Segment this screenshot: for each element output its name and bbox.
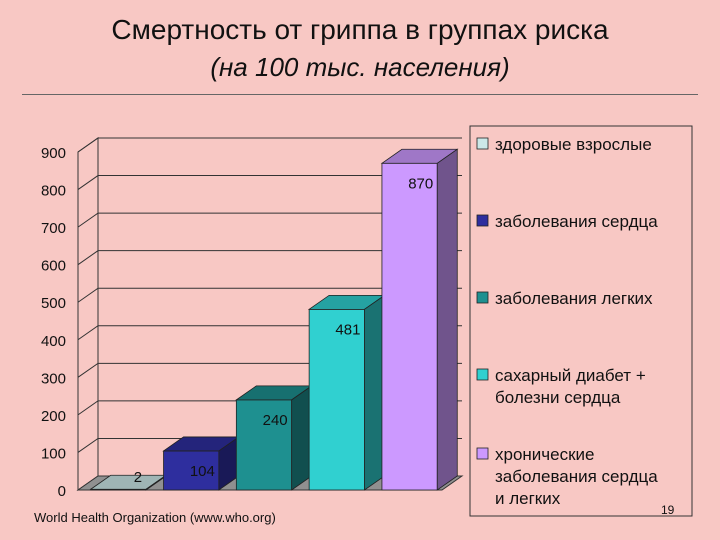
bar-side	[436, 148, 458, 491]
y-tick-label: 800	[41, 183, 66, 200]
data-label: 104	[190, 463, 215, 480]
legend-box	[469, 125, 693, 517]
bar-front	[235, 399, 293, 491]
data-label: 481	[335, 321, 360, 338]
y-tick-label: 500	[41, 295, 66, 312]
legend-item: сахарный диабет + болезни сердца	[476, 366, 646, 407]
chart-side-wall	[77, 137, 99, 491]
legend-label: здоровые взрослые	[495, 135, 652, 154]
y-tick-label: 600	[41, 258, 66, 275]
legend-swatch	[476, 368, 489, 381]
y-tick-label: 100	[41, 445, 66, 462]
legend-label: болезни сердца	[495, 388, 621, 407]
legend-label: заболевания легких	[495, 289, 653, 308]
legend-item: здоровые взрослые	[476, 135, 652, 154]
legend-item: хронические заболевания сердца и легких	[476, 445, 658, 508]
bar	[235, 385, 313, 491]
legend-label: заболевания сердца	[495, 467, 658, 486]
chart-legend: здоровые взрослые заболевания сердца забол…	[476, 135, 658, 508]
slide-subtitle: (на 100 тыс. населения)	[210, 52, 510, 82]
bar-side	[364, 294, 385, 491]
legend-label: хронические	[495, 445, 595, 464]
y-tick-label: 200	[41, 408, 66, 425]
legend-swatch	[476, 214, 489, 227]
slide-title: Смертность от гриппа в группах риска	[111, 14, 609, 45]
legend-label: заболевания сердца	[495, 212, 658, 231]
bar-front	[308, 308, 365, 491]
data-label: 240	[263, 412, 288, 429]
chart-bars	[89, 148, 459, 491]
legend-item: заболевания легких	[476, 289, 653, 308]
y-tick-label: 400	[41, 333, 66, 350]
bar-front	[381, 162, 438, 491]
y-tick-label: 300	[41, 370, 66, 387]
y-tick-label: 900	[41, 145, 66, 162]
legend-swatch	[476, 137, 489, 150]
bar	[380, 148, 459, 491]
chart-data-labels: 2 104 240 481 870	[134, 175, 434, 486]
bar	[89, 474, 168, 491]
data-label: 870	[408, 175, 433, 192]
source-note: World Health Organization (www.who.org)	[34, 510, 276, 525]
legend-label: и легких	[495, 489, 561, 508]
page-number: 19	[661, 503, 675, 517]
bar-side	[291, 385, 313, 491]
data-label: 2	[134, 469, 142, 486]
y-tick-label: 700	[41, 220, 66, 237]
title-divider	[22, 94, 698, 95]
legend-label: сахарный диабет +	[495, 366, 646, 385]
bar	[162, 436, 241, 491]
legend-item: заболевания сердца	[476, 212, 658, 231]
y-tick-label: 0	[58, 483, 66, 500]
legend-swatch	[476, 291, 489, 304]
legend-swatch	[476, 447, 489, 460]
